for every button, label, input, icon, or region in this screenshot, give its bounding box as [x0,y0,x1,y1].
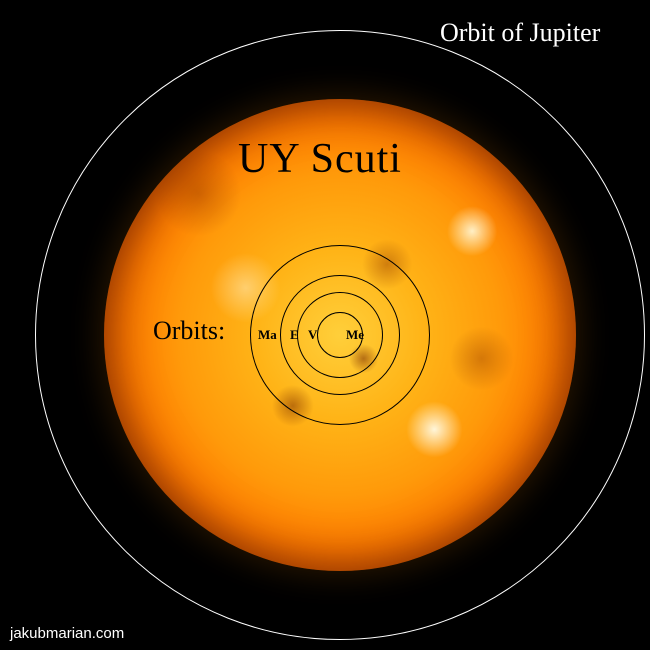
orbit-label-earth: E [290,327,299,343]
orbit-ring-mars [250,245,430,425]
orbits-label: Orbits: [153,316,225,346]
orbit-label-mars: Ma [258,327,277,343]
jupiter-orbit-label: Orbit of Jupiter [440,18,600,48]
star-title: UY Scuti [238,135,402,183]
orbit-label-venus: V [308,327,317,343]
credit-text: jakubmarian.com [10,625,124,642]
diagram-stage: Orbit of Jupiter UY Scuti Orbits: Ma E V… [0,0,650,650]
orbit-label-mercury: Me [346,327,364,343]
